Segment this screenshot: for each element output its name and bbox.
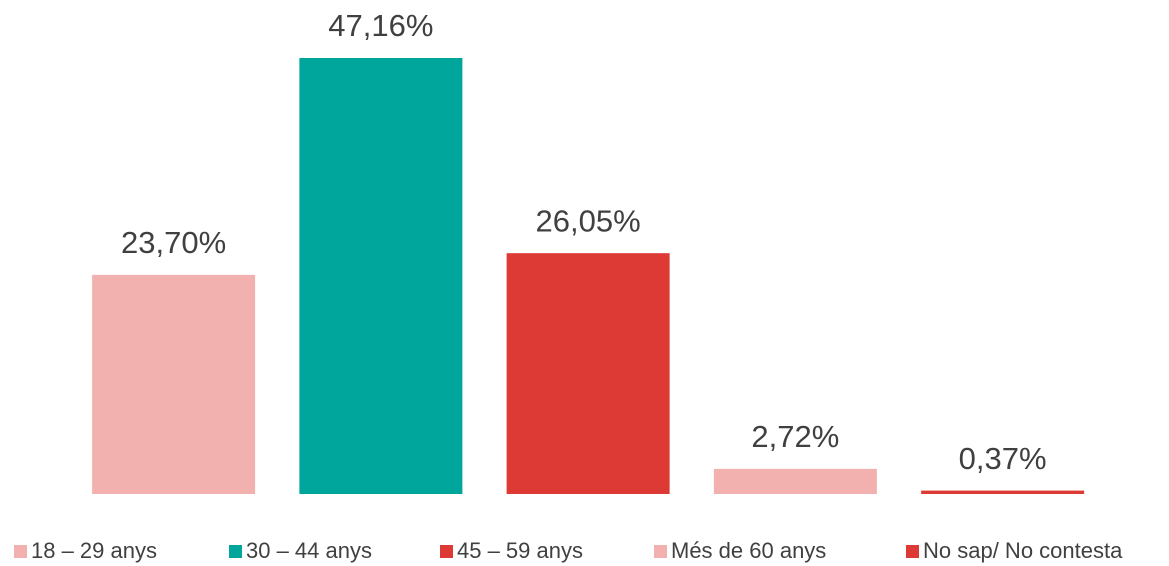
legend-swatch <box>229 545 242 558</box>
legend-label: 30 – 44 anys <box>246 538 372 563</box>
value-label: 47,16% <box>328 8 433 43</box>
bar <box>713 468 877 494</box>
value-label: 2,72% <box>751 419 839 454</box>
legend-swatch <box>14 545 27 558</box>
bar <box>921 490 1085 494</box>
value-label: 23,70% <box>121 225 226 260</box>
value-label: 26,05% <box>536 203 641 238</box>
legend-label: Més de 60 anys <box>671 538 826 563</box>
legend-label: No sap/ No contesta <box>923 538 1123 563</box>
value-label: 0,37% <box>959 441 1047 476</box>
legend-label: 18 – 29 anys <box>31 538 157 563</box>
legend-swatch <box>440 545 453 558</box>
legend-swatch <box>906 545 919 558</box>
bar <box>92 274 256 494</box>
bar <box>506 253 670 494</box>
legend-label: 45 – 59 anys <box>457 538 583 563</box>
bar <box>299 58 463 494</box>
legend-swatch <box>654 545 667 558</box>
